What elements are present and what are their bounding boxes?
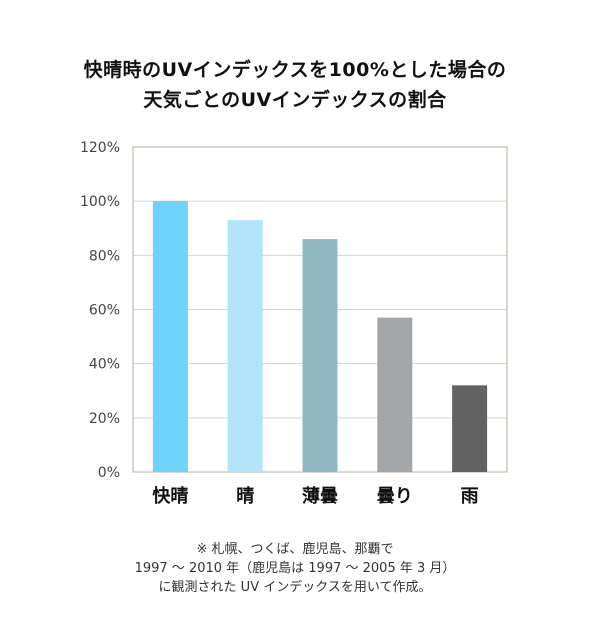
chart-title-line-2: 天気ごとのUVインデックスの割合 [143, 89, 447, 111]
footnote-line-2: 1997 ～ 2010 年（鹿児島は 1997 ～ 2005 年 3 月） [134, 561, 456, 576]
bar-5 [452, 385, 488, 472]
y-tick-label: 0% [98, 465, 120, 481]
footnote: ※ 札幌、つくば、鹿児島、那覇で 1997 ～ 2010 年（鹿児島は 1997… [0, 540, 590, 597]
bar-4 [377, 317, 413, 472]
bar-1 [152, 201, 188, 472]
category-label: 快晴 [152, 485, 188, 507]
chart-title-line-1: 快晴時のUVインデックスを100%とした場合の [83, 59, 507, 81]
y-tick-label: 60% [89, 303, 120, 319]
category-label: 雨 [461, 486, 479, 507]
footnote-line-1: ※ 札幌、つくば、鹿児島、那覇で [196, 542, 394, 557]
y-tick-label: 120% [80, 140, 120, 156]
y-tick-label: 20% [89, 411, 120, 427]
y-tick-label: 100% [80, 194, 120, 210]
bar-3 [302, 239, 338, 472]
chart-title: 快晴時のUVインデックスを100%とした場合の 天気ごとのUVインデックスの割合 [0, 55, 590, 115]
y-tick-label: 80% [89, 248, 120, 264]
footnote-line-3: に観測された UV インデックスを用いて作成。 [158, 580, 432, 595]
category-label: 晴 [236, 485, 254, 507]
y-tick-label: 40% [89, 357, 120, 373]
category-label: 薄曇 [302, 486, 338, 507]
category-label: 曇り [377, 486, 413, 507]
bar-2 [227, 220, 263, 472]
